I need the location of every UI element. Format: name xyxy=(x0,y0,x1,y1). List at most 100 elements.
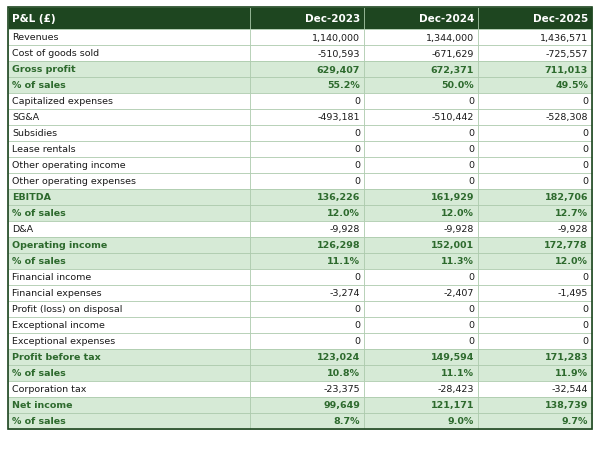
Bar xyxy=(364,317,478,333)
Bar xyxy=(364,78,478,94)
Text: Financial expenses: Financial expenses xyxy=(12,289,101,298)
Text: -2,407: -2,407 xyxy=(444,289,474,298)
Bar xyxy=(8,30,250,46)
Text: -528,308: -528,308 xyxy=(545,113,588,122)
Bar xyxy=(478,30,592,46)
Bar xyxy=(478,381,592,397)
Bar xyxy=(478,222,592,238)
Bar xyxy=(250,269,364,285)
Text: 0: 0 xyxy=(468,177,474,186)
Text: Dec-2025: Dec-2025 xyxy=(533,14,588,24)
Text: 121,171: 121,171 xyxy=(431,400,474,410)
Bar xyxy=(364,397,478,413)
Bar xyxy=(8,365,250,381)
Bar xyxy=(478,190,592,206)
Text: 0: 0 xyxy=(582,129,588,138)
Text: -3,274: -3,274 xyxy=(330,289,360,298)
Text: 11.1%: 11.1% xyxy=(441,369,474,378)
Text: 0: 0 xyxy=(582,161,588,170)
Bar xyxy=(8,222,250,238)
Text: 0: 0 xyxy=(582,177,588,186)
Bar xyxy=(364,381,478,397)
Bar xyxy=(478,317,592,333)
Text: 1,344,000: 1,344,000 xyxy=(426,33,474,42)
Bar xyxy=(364,238,478,253)
Bar xyxy=(250,190,364,206)
Bar xyxy=(8,269,250,285)
Bar xyxy=(250,78,364,94)
Bar xyxy=(250,142,364,157)
Text: 0: 0 xyxy=(468,161,474,170)
Bar xyxy=(478,157,592,174)
Text: 11.1%: 11.1% xyxy=(327,257,360,266)
Text: Dec-2024: Dec-2024 xyxy=(419,14,474,24)
Bar xyxy=(364,253,478,269)
Text: -1,495: -1,495 xyxy=(557,289,588,298)
Text: 123,024: 123,024 xyxy=(317,353,360,362)
Bar xyxy=(478,269,592,285)
Text: 0: 0 xyxy=(468,145,474,154)
Bar xyxy=(250,46,364,62)
Bar xyxy=(250,253,364,269)
Text: 9.7%: 9.7% xyxy=(562,417,588,425)
Bar xyxy=(364,126,478,142)
Bar xyxy=(364,62,478,78)
Bar xyxy=(478,46,592,62)
Bar xyxy=(8,238,250,253)
Text: Profit (loss) on disposal: Profit (loss) on disposal xyxy=(12,305,122,314)
Text: 12.0%: 12.0% xyxy=(441,209,474,218)
Text: -725,557: -725,557 xyxy=(545,50,588,58)
Text: 10.8%: 10.8% xyxy=(327,369,360,378)
Text: -28,423: -28,423 xyxy=(437,384,474,394)
Bar xyxy=(364,46,478,62)
Text: 182,706: 182,706 xyxy=(545,193,588,202)
Bar xyxy=(250,126,364,142)
Bar xyxy=(250,157,364,174)
Text: Exceptional expenses: Exceptional expenses xyxy=(12,337,115,346)
Bar xyxy=(478,206,592,222)
Bar xyxy=(478,238,592,253)
Bar xyxy=(364,222,478,238)
Text: 0: 0 xyxy=(354,145,360,154)
Bar xyxy=(8,94,250,110)
Text: 126,298: 126,298 xyxy=(317,241,360,250)
Text: Capitalized expenses: Capitalized expenses xyxy=(12,97,113,106)
Bar xyxy=(8,381,250,397)
Bar xyxy=(250,174,364,190)
Text: 99,649: 99,649 xyxy=(323,400,360,410)
Text: 0: 0 xyxy=(354,129,360,138)
Bar xyxy=(478,365,592,381)
Text: 0: 0 xyxy=(354,337,360,346)
Bar xyxy=(250,349,364,365)
Text: 629,407: 629,407 xyxy=(317,66,360,74)
Bar xyxy=(364,30,478,46)
Bar xyxy=(8,8,250,30)
Bar xyxy=(364,301,478,317)
Text: 711,013: 711,013 xyxy=(545,66,588,74)
Bar xyxy=(250,381,364,397)
Bar xyxy=(8,174,250,190)
Text: 1,436,571: 1,436,571 xyxy=(540,33,588,42)
Bar xyxy=(8,157,250,174)
Bar xyxy=(250,110,364,126)
Bar xyxy=(478,349,592,365)
Bar xyxy=(478,301,592,317)
Bar xyxy=(478,8,592,30)
Text: 12.0%: 12.0% xyxy=(328,209,360,218)
Text: EBITDA: EBITDA xyxy=(12,193,51,202)
Text: 0: 0 xyxy=(354,305,360,314)
Text: 0: 0 xyxy=(354,161,360,170)
Text: 138,739: 138,739 xyxy=(545,400,588,410)
Text: -9,928: -9,928 xyxy=(557,225,588,234)
Bar xyxy=(8,190,250,206)
Bar xyxy=(364,269,478,285)
Bar xyxy=(478,110,592,126)
Bar xyxy=(364,174,478,190)
Bar xyxy=(8,62,250,78)
Bar xyxy=(250,222,364,238)
Text: -23,375: -23,375 xyxy=(323,384,360,394)
Text: -510,442: -510,442 xyxy=(432,113,474,122)
Text: 0: 0 xyxy=(354,97,360,106)
Text: SG&A: SG&A xyxy=(12,113,39,122)
Text: % of sales: % of sales xyxy=(12,81,66,90)
